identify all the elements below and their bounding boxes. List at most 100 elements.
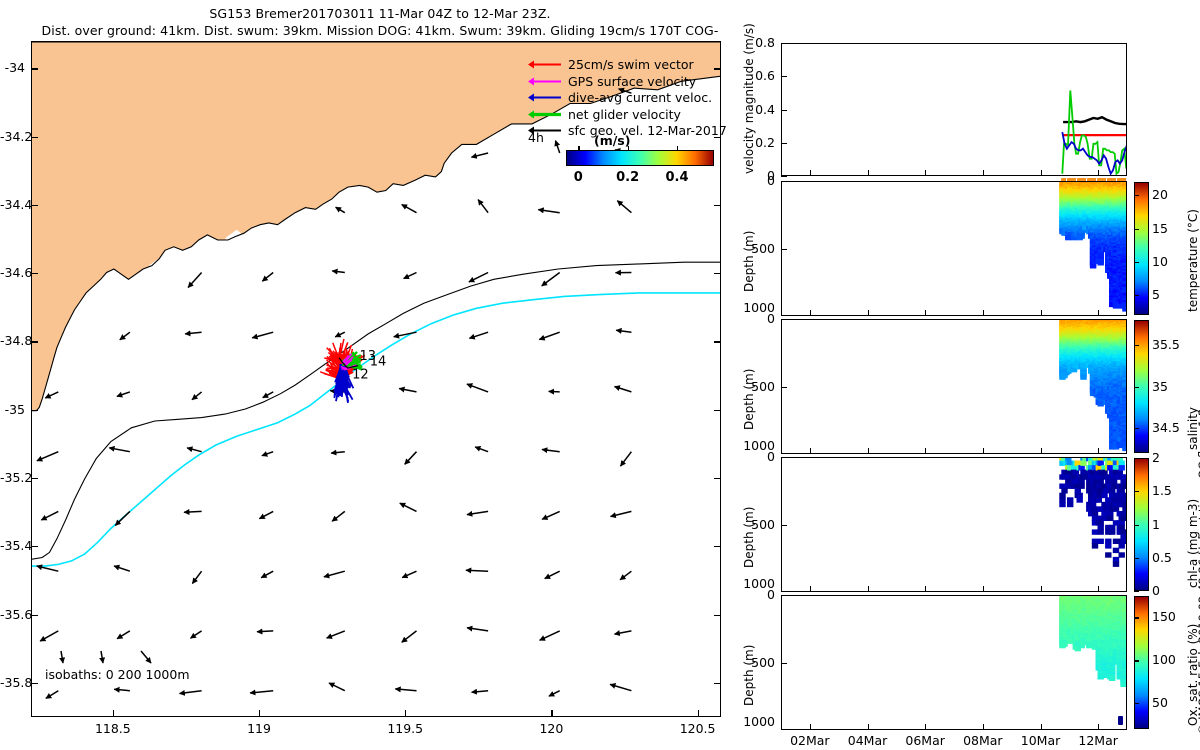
time-tick xyxy=(925,586,927,592)
depth-ytick-label: 500 xyxy=(751,654,775,670)
colorbar-tick-label: 0.5 xyxy=(1152,549,1172,565)
map-panel[interactable]: 12 13 14 xyxy=(31,41,721,717)
map-lat-tick xyxy=(31,136,38,138)
colorbar-tick xyxy=(1134,617,1139,619)
map-colorbar-tick xyxy=(627,146,629,151)
copyright-text: © IMOS 15-Feb-2019 02:49:26 Hobart time.… xyxy=(1196,409,1200,735)
map-lat-tick-label: -34 xyxy=(4,60,25,76)
velocity-ytick xyxy=(781,109,787,111)
time-axis-label: 06Mar xyxy=(905,733,945,748)
depth-ytick-label: 1000 xyxy=(743,714,775,729)
map-legend: 25cm/s swim vector GPS surface velocity di… xyxy=(528,57,727,140)
time-tick xyxy=(925,310,927,316)
map-lon-tick-label: 120 xyxy=(539,721,564,736)
time-tick xyxy=(1098,448,1100,454)
depth-ytick-label: 1000 xyxy=(743,576,775,591)
time-tick xyxy=(809,586,812,592)
oxygen-saturation-depth-section-colorbar xyxy=(1134,596,1149,729)
time-tick xyxy=(867,586,869,592)
depth-ytick-label: 500 xyxy=(751,378,775,394)
map-lon-tick xyxy=(551,710,553,717)
time-tick xyxy=(1040,310,1042,316)
panel-salinity-depth-section[interactable] xyxy=(781,319,1127,454)
colorbar-tick xyxy=(1134,261,1139,263)
colorbar-tick-label: 1.5 xyxy=(1152,483,1172,499)
panel-velocity-magnitude-timeseries[interactable] xyxy=(781,43,1127,176)
map-lat-tick-label: -34.8 xyxy=(0,333,33,349)
map-lat-tick xyxy=(714,614,721,616)
dive-marker xyxy=(1125,178,1130,184)
chlorophyll-a-depth-section-plot xyxy=(1059,458,1126,567)
velocity-ytick-label: 0.8 xyxy=(755,35,775,50)
colorbar-tick xyxy=(1134,344,1139,347)
panel-chlorophyll-a-depth-section[interactable] xyxy=(781,457,1127,592)
time-tick xyxy=(867,170,869,176)
title-line-1: SG153 Bremer201703011 11-Mar 04Z to 12-M… xyxy=(209,6,551,21)
panel-oxygen-saturation-depth-section[interactable] xyxy=(781,595,1127,730)
panel-temperature-depth-section[interactable] xyxy=(781,181,1127,316)
depth-ytick-label: 0 xyxy=(767,173,775,188)
colorbar-tick xyxy=(1134,557,1139,559)
map-lat-tick xyxy=(31,546,38,548)
colorbar-tick-label: 2 xyxy=(1152,450,1160,465)
map-lat-tick xyxy=(714,409,721,411)
left-arrow-icon xyxy=(528,60,562,69)
colorbar-tick xyxy=(1134,703,1139,705)
temperature-depth-section-plot xyxy=(1059,182,1126,312)
time-tick xyxy=(1098,586,1100,592)
map-lon-tick-label: 120.5 xyxy=(679,721,716,736)
colorbar-tick-label: 35 xyxy=(1152,378,1168,394)
temperature-depth-section-colorbar-title: temperature (°C) xyxy=(1186,209,1200,312)
depth-ytick xyxy=(781,591,787,593)
map-lon-tick xyxy=(405,710,407,717)
colorbar-tick xyxy=(1134,458,1139,460)
map-lon-tick-label: 119 xyxy=(247,721,271,736)
map-lat-tick xyxy=(714,682,721,685)
axis-end-marker xyxy=(1118,716,1123,725)
map-colorbar-tick xyxy=(677,146,679,151)
depth-ytick xyxy=(781,524,787,526)
map-lon-tick xyxy=(259,710,261,717)
map-lat-tick-label: -34.6 xyxy=(0,265,33,281)
colorbar-tick xyxy=(1134,591,1139,593)
map-lat-tick-label: -35.6 xyxy=(0,606,33,622)
colorbar-tick-label: 50 xyxy=(1152,695,1168,711)
time-tick xyxy=(809,724,812,730)
time-axis-label: 10Mar xyxy=(1020,733,1061,748)
time-tick xyxy=(982,170,985,176)
velocity-ytick-label: 0 xyxy=(767,168,775,183)
map-lat-tick xyxy=(714,546,721,548)
time-axis-label: 04Mar xyxy=(847,733,888,748)
time-tick xyxy=(1040,724,1042,730)
depth-ytick-label: 0 xyxy=(767,587,775,602)
depth-ytick-label: 0 xyxy=(767,449,775,464)
map-colorbar-title: (m/s) xyxy=(594,133,631,148)
legend-item: 25cm/s swim vector xyxy=(528,57,718,74)
map-lat-tick xyxy=(31,68,38,70)
time-tick xyxy=(867,448,869,454)
depth-ytick-label: 500 xyxy=(751,240,775,256)
time-axis-label: 08Mar xyxy=(963,733,1003,748)
colorbar-tick-label: 5 xyxy=(1152,287,1160,303)
colorbar-tick-label: 100 xyxy=(1152,652,1176,668)
depth-ytick-label: 1000 xyxy=(743,438,775,453)
time-tick xyxy=(1098,724,1100,730)
colorbar-tick-label: 15 xyxy=(1152,220,1168,236)
map-lat-tick-label: -35 xyxy=(4,401,25,417)
isobath-legend-label: isobaths: 0 200 1000m xyxy=(45,667,190,682)
map-lat-tick xyxy=(714,273,721,275)
colorbar-tick xyxy=(1134,386,1139,388)
map-lat-tick-label: -35.4 xyxy=(0,538,33,554)
legend-item-label: net glider velocity xyxy=(568,106,681,122)
map-lat-tick xyxy=(714,341,721,343)
left-arrow-icon xyxy=(528,110,562,118)
time-axis-label: 12Mar xyxy=(1078,733,1118,748)
depth-ytick xyxy=(781,319,787,321)
depth-ytick xyxy=(781,386,787,388)
map-colorbar-tick-label: 0 xyxy=(573,170,583,185)
map-lon-tick xyxy=(697,710,699,717)
time-tick xyxy=(1098,170,1100,176)
depth-ytick xyxy=(781,595,787,597)
time-tick xyxy=(1040,448,1042,454)
depth-ytick-label: 500 xyxy=(751,516,775,532)
